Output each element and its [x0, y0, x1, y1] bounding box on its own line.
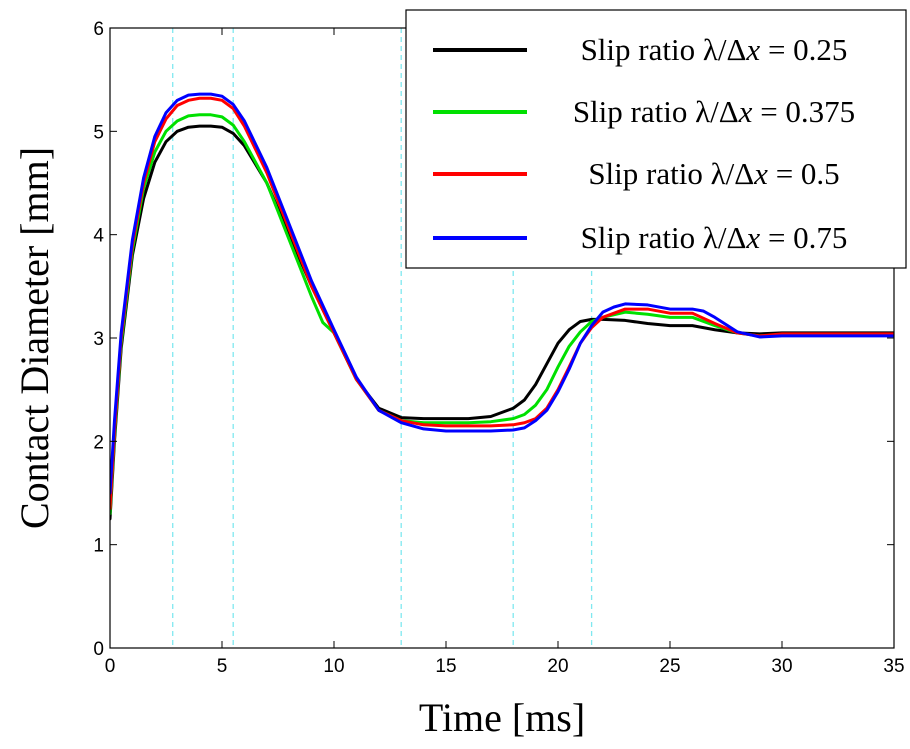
x-tick-label: 15 — [435, 656, 456, 677]
legend-box — [405, 9, 907, 269]
y-axis-title: Contact Diameter [mm] — [12, 147, 57, 529]
legend-label-1: Slip ratio λ/Δx = 0.375 — [573, 94, 855, 129]
x-axis-title: Time [ms] — [419, 695, 585, 740]
x-tick-label: 10 — [323, 656, 344, 677]
y-tick-label: 0 — [93, 639, 104, 660]
x-tick-label: 0 — [105, 656, 116, 677]
x-tick-label: 35 — [883, 656, 904, 677]
y-tick-label: 6 — [93, 19, 104, 40]
y-tick-label: 4 — [93, 226, 104, 247]
legend: Slip ratio λ/Δx = 0.25 Slip ratio λ/Δx = … — [405, 9, 907, 269]
x-tick-label: 30 — [771, 656, 792, 677]
series-line-3 — [110, 92, 894, 495]
x-tick-label: 25 — [659, 656, 680, 677]
x-tick-label: 5 — [217, 656, 228, 677]
series-line-2 — [110, 96, 894, 510]
y-tick-label: 5 — [93, 122, 104, 143]
legend-label-3: Slip ratio λ/Δx = 0.75 — [581, 220, 848, 255]
legend-label-0: Slip ratio λ/Δx = 0.25 — [581, 32, 848, 67]
y-tick-label: 1 — [93, 536, 104, 557]
x-tick-label: 20 — [547, 656, 568, 677]
y-tick-label: 2 — [93, 432, 104, 453]
series-line-0 — [110, 124, 894, 521]
series-line-1 — [110, 113, 894, 516]
y-tick-label: 3 — [93, 329, 104, 350]
series-lines — [110, 92, 894, 521]
legend-label-2: Slip ratio λ/Δx = 0.5 — [588, 156, 839, 191]
